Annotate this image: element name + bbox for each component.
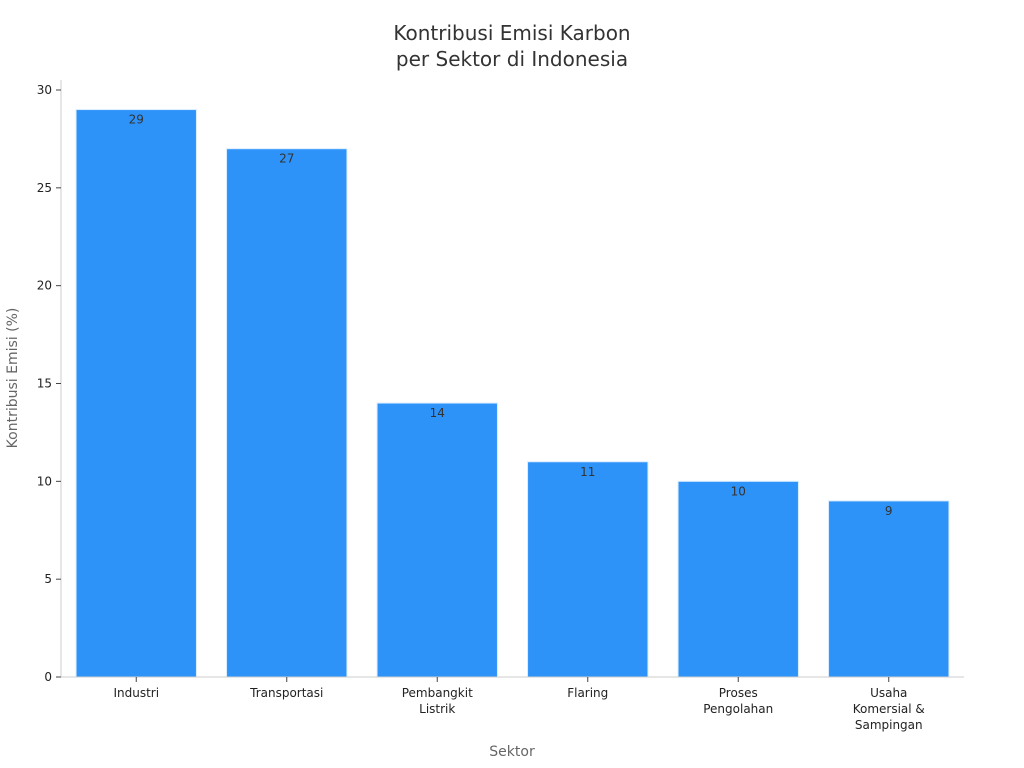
x-tick-label-6: Usaha Komersial & Sampingan — [853, 686, 925, 732]
y-tick-label-4: 15 — [37, 377, 52, 391]
x-tick-label-4: Flaring — [567, 686, 608, 700]
bar-6 — [828, 500, 950, 678]
bar-4 — [527, 461, 649, 678]
chart-title-line-1: Kontribusi Emisi Karbon — [393, 21, 630, 45]
data-label-4: 11 — [580, 465, 595, 479]
x-axis-title: Sektor — [489, 744, 535, 760]
x-tick-label-2: Transportasi — [249, 686, 323, 700]
bar-series — [75, 109, 950, 678]
x-tick-label-5: Proses Pengolahan — [703, 686, 773, 716]
data-label-5: 10 — [731, 484, 746, 498]
x-tick-label-1: Industri — [113, 686, 159, 700]
y-tick-label-1: 0 — [44, 670, 52, 684]
y-axis-title: Kontribusi Emisi (%) — [5, 308, 21, 449]
data-label-2: 27 — [279, 152, 294, 166]
y-tick-label-7: 30 — [37, 83, 52, 97]
data-labels: 29 27 14 11 10 9 — [129, 113, 893, 518]
data-label-3: 14 — [430, 406, 445, 420]
x-tick-label-3: Pembangkit Listrik — [402, 686, 473, 716]
x-axis-ticks: Industri Transportasi Pembangkit Listrik Fla… — [113, 677, 925, 732]
y-tick-label-3: 10 — [37, 474, 52, 488]
data-label-6: 9 — [885, 504, 893, 518]
chart-title-line-2: per Sektor di Indonesia — [396, 47, 628, 71]
bar-5 — [677, 480, 799, 678]
y-axis-ticks: 0 5 10 15 20 25 30 — [37, 83, 61, 684]
y-tick-label-5: 20 — [37, 279, 52, 293]
bar-3 — [376, 402, 498, 678]
y-tick-label-6: 25 — [37, 181, 52, 195]
bar-1 — [75, 109, 197, 678]
chart-title: Kontribusi Emisi Karbon per Sektor di In… — [393, 21, 630, 71]
data-label-1: 29 — [129, 113, 144, 127]
bar-2 — [226, 148, 348, 678]
y-tick-label-2: 5 — [44, 572, 52, 586]
